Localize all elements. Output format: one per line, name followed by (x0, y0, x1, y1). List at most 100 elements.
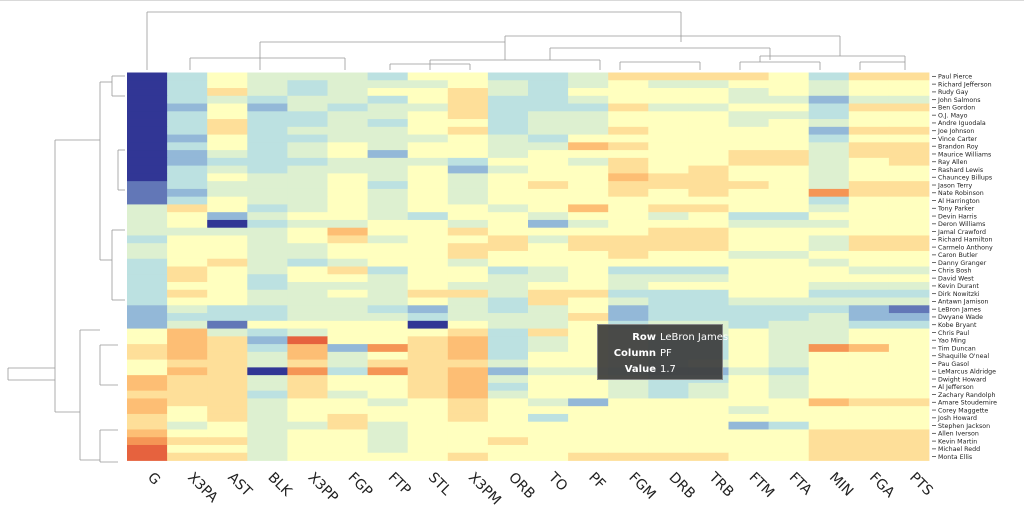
heatmap-cell (487, 111, 529, 120)
heatmap-cell (848, 367, 890, 376)
heatmap-cell (207, 219, 248, 229)
heatmap-cell (768, 196, 810, 205)
heatmap-cell (327, 313, 368, 322)
heatmap-cell (487, 336, 529, 345)
heatmap-cell (888, 196, 930, 205)
heatmap-cell (768, 126, 810, 135)
heatmap-cell (848, 398, 890, 407)
heatmap-cell (327, 413, 368, 423)
heatmap-cell (768, 359, 810, 368)
heatmap-cell (447, 367, 489, 376)
row-label: Jason Terry (937, 182, 973, 189)
heatmap-cell (808, 444, 850, 454)
heatmap-cell (608, 95, 649, 104)
heatmap-cell (528, 266, 569, 275)
heatmap-cell (768, 344, 810, 353)
heatmap-cell (487, 359, 529, 368)
row-label: Danny Granger (938, 260, 987, 267)
heatmap-cell (608, 157, 649, 167)
heatmap-cell (127, 150, 168, 159)
heatmap-cell (407, 173, 449, 182)
heatmap-cell (688, 398, 729, 407)
heatmap-cell (247, 119, 288, 128)
heatmap-cell (688, 274, 729, 283)
heatmap-cell (287, 282, 328, 291)
heatmap-cell (287, 72, 328, 81)
heatmap-cell (447, 243, 489, 252)
heatmap-cell (848, 297, 890, 306)
heatmap-cell (808, 95, 850, 104)
heatmap-cell (608, 212, 649, 221)
heatmap-cell (768, 258, 810, 267)
heatmap-cell (688, 437, 729, 446)
row-label: Andre Iguodala (938, 120, 986, 127)
heatmap-cell (568, 235, 609, 244)
heatmap-cell (207, 165, 248, 174)
heatmap-cell (407, 142, 449, 151)
heatmap-cell (327, 250, 368, 260)
heatmap-cell (648, 266, 689, 275)
heatmap-cell (728, 72, 769, 81)
heatmap-cell (447, 429, 489, 438)
heatmap-cell (808, 351, 850, 361)
heatmap-cell (888, 173, 930, 182)
heatmap-cell (768, 157, 810, 167)
heatmap-cell (648, 429, 689, 438)
heatmap-cell (528, 282, 569, 291)
heatmap-cell (207, 351, 248, 361)
heatmap-cell (648, 406, 689, 415)
row-label: Antawn Jamison (938, 299, 989, 306)
heatmap-cell (568, 165, 609, 174)
heatmap-cell (808, 134, 850, 143)
heatmap-cell (768, 95, 810, 104)
heatmap-cell (447, 196, 489, 205)
heatmap-cell (407, 250, 449, 260)
heatmap-cell (487, 274, 529, 283)
heatmap-cell (167, 72, 208, 81)
heatmap-cell (447, 336, 489, 345)
heatmap-cell (287, 95, 328, 104)
heatmap-cell (768, 188, 810, 198)
heatmap-cell (327, 88, 368, 97)
heatmap-cell (407, 437, 449, 446)
heatmap-cell (848, 126, 890, 135)
heatmap-cell (247, 320, 288, 329)
heatmap-cell (728, 328, 769, 337)
heatmap-cell (808, 157, 850, 167)
column-label: FTA (786, 470, 815, 499)
heatmap-cell (407, 375, 449, 384)
heatmap-cell (167, 126, 208, 135)
heatmap-cell (487, 413, 529, 423)
heatmap-cell (888, 157, 930, 167)
heatmap-cell (167, 157, 208, 167)
heatmap-cell (808, 181, 850, 190)
heatmap-cell (167, 305, 208, 314)
heatmap-cell (608, 297, 649, 306)
heatmap-cell (808, 398, 850, 407)
heatmap-cell (528, 250, 569, 260)
heatmap-cell (848, 250, 890, 260)
column-dendrogram (146, 11, 906, 70)
heatmap-cell (327, 444, 368, 454)
heatmap-cell (327, 157, 368, 167)
heatmap-cell (127, 235, 168, 244)
heatmap-cell (487, 289, 529, 298)
heatmap-cell (167, 452, 208, 461)
heatmap-cell (207, 367, 248, 376)
heatmap-cell (888, 390, 930, 399)
heatmap-cell (167, 250, 208, 260)
heatmap-cell (608, 219, 649, 229)
heatmap-cell (528, 219, 569, 229)
heatmap-cell (127, 274, 168, 283)
heatmap-cell (808, 452, 850, 461)
heatmap-cell (568, 282, 609, 291)
heatmap-cell (608, 165, 649, 174)
heatmap-cell (167, 165, 208, 174)
heatmap-cell (447, 258, 489, 267)
heatmap-cell (688, 80, 729, 89)
heatmap-cell (327, 452, 368, 461)
heatmap-cell (808, 305, 850, 314)
heatmap-cell (808, 142, 850, 151)
heatmap-cell (207, 150, 248, 159)
heatmap-cell (367, 258, 409, 267)
